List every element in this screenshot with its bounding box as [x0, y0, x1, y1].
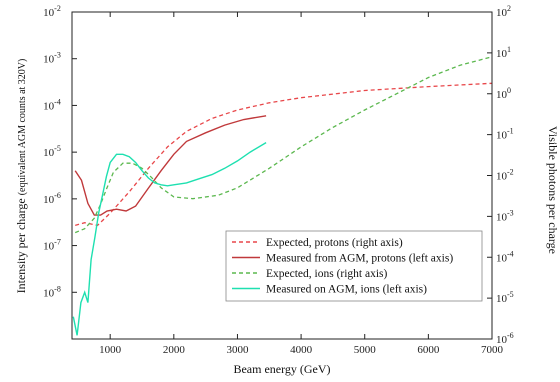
- legend-box: [225, 230, 483, 302]
- right-tick-label: 10-6: [496, 331, 514, 346]
- left-tick-label: 10-5: [43, 144, 61, 159]
- right-tick-label: 102: [496, 4, 511, 19]
- left-axis-title-main: Intensity per charge: [14, 198, 28, 293]
- right-tick-label: 10-5: [496, 290, 514, 305]
- series-line-4: [72, 141, 267, 336]
- left-tick-label: 10-7: [43, 238, 61, 253]
- legend-label: Measured on AGM, ions (left axis): [266, 284, 427, 296]
- left-tick-label: 10-4: [43, 97, 61, 112]
- ticks-layer: 1000 2000 3000 4000 5000 6000 7000 10-8 10-7 10-6…: [43, 4, 514, 356]
- x-tick-label: 1000: [99, 344, 122, 356]
- left-tick-label: 10-3: [43, 51, 61, 66]
- right-tick-label: 101: [496, 45, 511, 60]
- x-tick-label: 6000: [417, 344, 440, 356]
- x-tick-label: 3000: [226, 344, 249, 356]
- left-tick-label: 10-8: [43, 284, 61, 299]
- right-tick-label: 10-4: [496, 249, 514, 264]
- x-axis-title: Beam energy (GeV): [233, 362, 330, 376]
- x-tick-label: 7000: [481, 344, 504, 356]
- x-tick-label: 4000: [290, 344, 313, 356]
- series-line-3: [74, 56, 493, 234]
- x-tick-label: 5000: [354, 344, 377, 356]
- right-axis-title: Visible photons per charge: [546, 126, 560, 254]
- right-tick-label: 100: [496, 86, 511, 101]
- right-tick-label: 10-1: [496, 127, 514, 142]
- legend: Expected, protons (right axis) Measured f…: [225, 230, 483, 302]
- legend-label: Measured from AGM, protons (left axis): [266, 253, 453, 265]
- x-tick-label: 2000: [163, 344, 186, 356]
- right-tick-label: 10-2: [496, 168, 514, 183]
- series-line-2: [74, 115, 267, 216]
- left-tick-label: 10-2: [43, 4, 61, 19]
- left-axis-title: Intensity per charge (equivalent AGM cou…: [14, 59, 28, 294]
- series-layer: [72, 56, 493, 336]
- legend-label: Expected, ions (right axis): [266, 268, 388, 280]
- legend-entries: Expected, protons (right axis) Measured f…: [232, 237, 453, 296]
- right-tick-label: 10-3: [496, 208, 514, 223]
- left-axis-title-sub: (equivalent AGM counts at 320V): [17, 59, 28, 196]
- legend-label: Expected, protons (right axis): [266, 237, 403, 249]
- left-tick-label: 10-6: [43, 191, 61, 206]
- series-line-1: [75, 82, 493, 227]
- plot-frame: [71, 11, 493, 340]
